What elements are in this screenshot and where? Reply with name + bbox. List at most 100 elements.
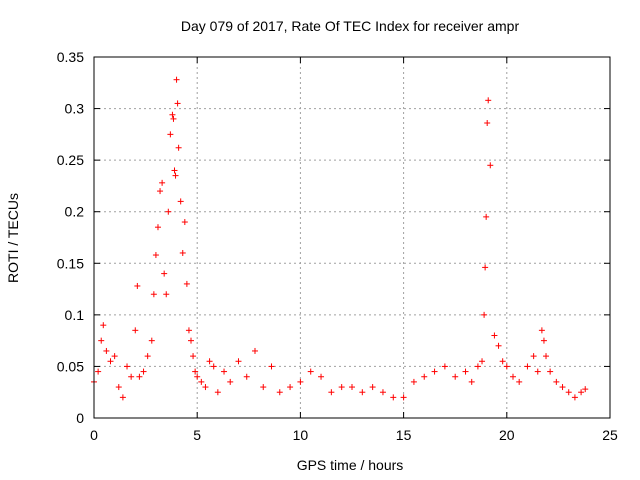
- y-tick-label: 0.15: [57, 255, 84, 271]
- y-tick-label: 0.35: [57, 49, 84, 65]
- data-point: [170, 115, 177, 122]
- data-point: [163, 291, 170, 298]
- data-point: [194, 373, 201, 380]
- data-point: [540, 337, 547, 344]
- data-point: [159, 179, 166, 186]
- data-point: [452, 373, 459, 380]
- data-point: [499, 358, 506, 365]
- data-point: [538, 327, 545, 334]
- data-point: [487, 162, 494, 169]
- data-point: [338, 384, 345, 391]
- data-point: [206, 358, 213, 365]
- data-point: [119, 394, 126, 401]
- data-point: [328, 389, 335, 396]
- data-point: [485, 97, 492, 104]
- data-point: [150, 291, 157, 298]
- x-tick-label: 25: [602, 427, 618, 443]
- data-point: [421, 373, 428, 380]
- data-point: [165, 208, 172, 215]
- data-point: [95, 368, 102, 375]
- y-tick-label: 0.25: [57, 152, 84, 168]
- data-point: [214, 389, 221, 396]
- data-point: [202, 384, 209, 391]
- y-tick-label: 0: [76, 410, 84, 426]
- data-point: [276, 389, 283, 396]
- y-axis-label: ROTI / TECUs: [5, 193, 21, 283]
- data-point: [192, 368, 199, 375]
- data-point: [349, 384, 355, 391]
- data-point: [128, 373, 135, 380]
- data-point: [410, 378, 417, 385]
- y-tick-label: 0.1: [65, 307, 85, 323]
- data-point: [400, 394, 407, 401]
- x-tick-label: 0: [90, 427, 98, 443]
- data-point: [161, 270, 168, 277]
- data-point: [177, 198, 184, 205]
- data-point: [509, 373, 516, 380]
- data-point: [111, 353, 118, 360]
- data-point: [479, 358, 486, 365]
- data-point: [369, 384, 376, 391]
- data-point: [179, 249, 186, 256]
- data-point: [307, 368, 314, 375]
- data-point: [221, 368, 228, 375]
- data-point: [524, 363, 531, 370]
- data-point: [474, 363, 481, 370]
- data-point: [190, 353, 197, 360]
- data-point: [210, 363, 217, 370]
- x-tick-label: 5: [193, 427, 201, 443]
- y-tick-label: 0.3: [65, 101, 85, 117]
- data-point: [98, 337, 105, 344]
- data-points: [91, 76, 589, 401]
- axis-ticks: 0 0.05 0.1 0.15 0.2 0.25 0.3 0.35 0 5 10 15 20 25: [57, 49, 618, 443]
- data-point: [268, 363, 275, 370]
- data-point: [172, 172, 179, 179]
- data-point: [543, 353, 550, 360]
- data-point: [181, 219, 188, 226]
- data-point: [547, 368, 554, 375]
- y-tick-label: 0.2: [65, 204, 85, 220]
- x-tick-label: 10: [293, 427, 309, 443]
- data-point: [482, 264, 489, 271]
- data-point: [144, 353, 151, 360]
- data-point: [495, 342, 502, 349]
- data-point: [100, 322, 107, 329]
- data-point: [491, 332, 498, 339]
- data-point: [260, 384, 267, 391]
- y-tick-label: 0.05: [57, 358, 84, 374]
- data-point: [297, 378, 304, 385]
- data-point: [559, 384, 566, 391]
- data-point: [251, 347, 258, 354]
- chart-title: Day 079 of 2017, Rate Of TEC Index for r…: [181, 18, 520, 34]
- data-point: [359, 389, 366, 396]
- data-point: [171, 167, 178, 174]
- data-point: [243, 373, 250, 380]
- plot-frame: [93, 56, 611, 419]
- data-point: [103, 347, 110, 354]
- data-point: [124, 363, 131, 370]
- data-point: [431, 368, 438, 375]
- x-axis-label: GPS time / hours: [297, 457, 404, 473]
- data-point: [379, 389, 386, 396]
- data-point: [154, 224, 161, 231]
- data-point: [132, 327, 139, 334]
- data-point: [174, 100, 181, 107]
- data-point: [134, 282, 141, 289]
- data-point: [235, 358, 242, 365]
- data-point: [175, 144, 182, 151]
- data-point: [468, 378, 475, 385]
- data-point: [169, 111, 176, 118]
- data-point: [148, 337, 155, 344]
- data-point: [571, 394, 578, 401]
- x-tick-label: 20: [499, 427, 515, 443]
- data-point: [578, 389, 585, 396]
- data-point: [107, 358, 114, 365]
- data-point: [188, 337, 195, 344]
- data-point: [167, 131, 174, 138]
- data-point: [183, 280, 190, 287]
- data-point: [287, 384, 294, 391]
- data-point: [565, 389, 572, 396]
- data-point: [530, 353, 537, 360]
- data-point: [152, 252, 159, 259]
